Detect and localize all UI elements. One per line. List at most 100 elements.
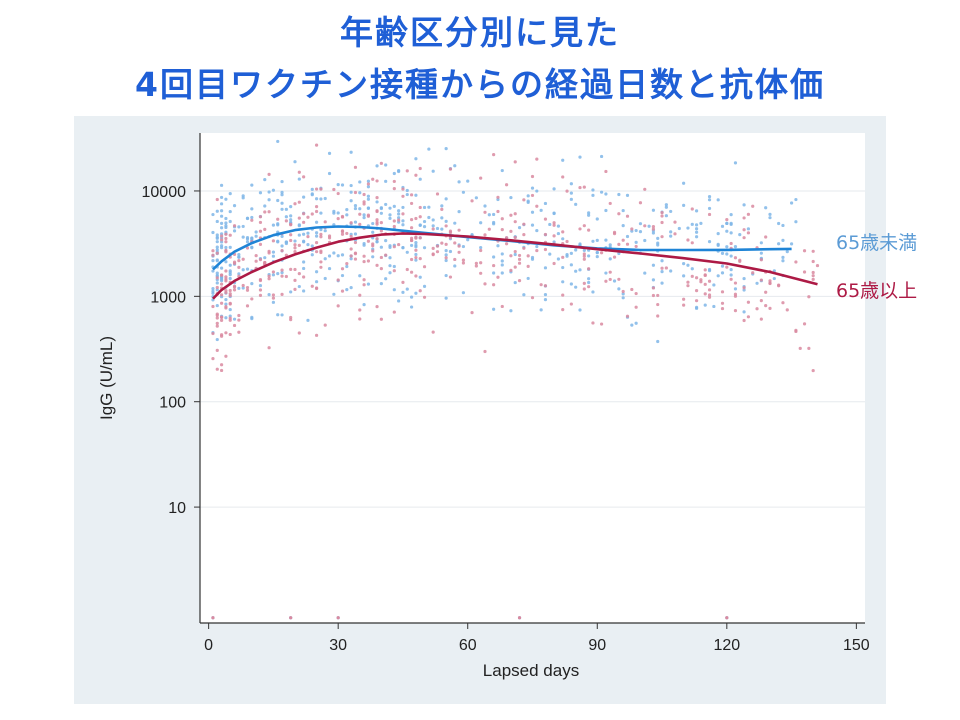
data-point-under-65 <box>362 241 366 246</box>
data-point-under-65 <box>496 197 500 202</box>
data-point-65-and-over <box>362 200 366 204</box>
data-point-65-and-over <box>703 268 707 272</box>
data-point-under-65 <box>509 309 513 313</box>
data-point-under-65 <box>302 266 306 271</box>
data-point-under-65 <box>561 237 565 241</box>
data-point-65-and-over <box>479 248 483 253</box>
data-point-65-and-over <box>345 262 349 266</box>
data-point-under-65 <box>759 241 763 245</box>
data-point-under-65 <box>284 215 288 219</box>
data-point-under-65 <box>219 195 224 200</box>
data-point-65-and-over <box>673 220 677 224</box>
data-point-under-65 <box>302 289 306 293</box>
data-point-under-65 <box>271 254 276 258</box>
data-point-65-and-over <box>751 271 755 275</box>
data-point-under-65 <box>211 258 215 263</box>
data-point-under-65 <box>548 222 552 227</box>
data-point-65-and-over <box>422 295 427 299</box>
data-point-65-and-over <box>509 213 513 217</box>
data-point-65-and-over <box>522 222 526 226</box>
data-point-65-and-over <box>552 261 556 266</box>
data-point-65-and-over <box>811 274 815 278</box>
data-point-under-65 <box>306 242 310 247</box>
data-point-65-and-over <box>759 317 763 321</box>
data-point-65-and-over <box>587 285 591 289</box>
data-point-65-and-over <box>358 308 362 312</box>
data-point-65-and-over <box>336 217 340 221</box>
data-point-65-and-over <box>263 210 267 214</box>
fit-lines <box>212 225 818 300</box>
data-point-65-and-over <box>258 258 263 262</box>
data-point-under-65 <box>388 245 392 249</box>
data-point-65-and-over <box>444 256 448 260</box>
data-point-65-and-over <box>802 270 807 274</box>
y-tick-label: 10 <box>168 500 186 517</box>
data-point-under-65 <box>466 179 470 183</box>
data-point-under-65 <box>595 238 599 242</box>
data-point-65-and-over <box>694 276 699 280</box>
data-point-under-65 <box>215 271 219 275</box>
data-point-65-and-over <box>250 297 254 301</box>
data-point-under-65 <box>651 231 656 235</box>
data-point-under-65 <box>276 313 280 317</box>
data-point-under-65 <box>211 212 215 217</box>
data-point-under-65 <box>578 155 582 159</box>
data-point-under-65 <box>625 193 630 197</box>
data-point-under-65 <box>690 267 694 271</box>
data-point-65-and-over <box>392 310 396 314</box>
data-point-under-65 <box>435 226 440 231</box>
data-point-under-65 <box>479 245 483 250</box>
data-point-65-and-over <box>211 253 215 257</box>
data-point-under-65 <box>669 209 673 214</box>
data-point-65-and-over <box>211 357 215 361</box>
data-point-65-and-over <box>409 238 414 243</box>
data-point-under-65 <box>349 190 353 194</box>
data-point-under-65 <box>720 251 725 255</box>
data-point-under-65 <box>777 221 781 226</box>
data-point-65-and-over <box>211 616 215 620</box>
data-point-under-65 <box>431 224 435 228</box>
data-point-under-65 <box>492 271 496 275</box>
data-point-65-and-over <box>276 217 280 221</box>
data-point-under-65 <box>552 211 556 216</box>
data-point-under-65 <box>526 194 530 198</box>
data-point-under-65 <box>366 282 371 286</box>
data-point-65-and-over <box>215 276 219 280</box>
title-line-2: 4回目ワクチン接種からの経過日数と抗体価 <box>135 65 825 104</box>
data-point-65-and-over <box>513 160 517 164</box>
data-point-65-and-over <box>578 185 582 190</box>
data-point-under-65 <box>561 280 565 284</box>
data-point-65-and-over <box>768 279 772 283</box>
data-point-65-and-over <box>392 245 396 249</box>
data-point-under-65 <box>725 221 729 225</box>
data-point-under-65 <box>267 190 271 194</box>
data-point-under-65 <box>794 220 798 224</box>
data-point-65-and-over <box>211 304 215 309</box>
data-point-65-and-over <box>362 254 366 258</box>
data-point-under-65 <box>405 287 409 291</box>
data-point-65-and-over <box>219 293 224 297</box>
data-point-under-65 <box>237 225 241 229</box>
data-point-under-65 <box>314 234 319 238</box>
data-point-under-65 <box>228 276 232 281</box>
data-point-under-65 <box>319 197 323 201</box>
data-point-65-and-over <box>267 210 271 214</box>
data-point-65-and-over <box>215 348 219 352</box>
data-point-under-65 <box>742 203 746 207</box>
data-point-under-65 <box>561 265 565 270</box>
data-point-65-and-over <box>340 232 345 236</box>
data-point-65-and-over <box>379 161 383 165</box>
data-point-under-65 <box>733 161 738 165</box>
data-point-65-and-over <box>504 242 509 246</box>
data-point-under-65 <box>215 273 219 277</box>
data-point-under-65 <box>682 262 686 266</box>
data-point-65-and-over <box>587 228 591 232</box>
data-point-under-65 <box>314 220 319 224</box>
data-point-65-and-over <box>401 194 405 198</box>
data-point-under-65 <box>414 258 418 262</box>
data-point-65-and-over <box>621 238 625 242</box>
data-point-under-65 <box>682 274 686 278</box>
data-point-under-65 <box>349 257 353 261</box>
data-point-65-and-over <box>781 301 785 305</box>
data-point-65-and-over <box>375 196 379 200</box>
